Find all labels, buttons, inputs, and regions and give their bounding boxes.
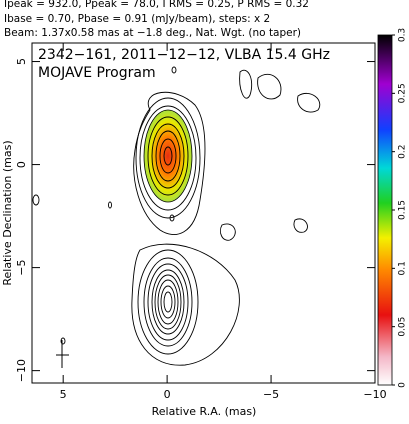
chart-subtitle: MOJAVE Program bbox=[38, 65, 156, 81]
y-tick-label: 0 bbox=[15, 161, 28, 168]
chart-title: 2342−161, 2011−12−12, VLBA 15.4 GHz bbox=[38, 47, 330, 63]
x-tick-label: −10 bbox=[363, 388, 386, 401]
y-tick-label: −5 bbox=[15, 259, 28, 275]
y-tick-label: −10 bbox=[15, 359, 28, 382]
plot-frame bbox=[31, 42, 376, 384]
colorbar bbox=[377, 34, 393, 386]
colorbar-tick-label: 0 bbox=[398, 382, 408, 388]
header-line: Ipeak = 932.0, Ppeak = 78.0, I RMS = 0.2… bbox=[4, 0, 309, 10]
header-line: Ibase = 0.70, Pbase = 0.91 (mJy/beam), s… bbox=[4, 13, 270, 25]
contours bbox=[32, 66, 321, 368]
y-axis-label: Relative Declination (mas) bbox=[1, 140, 14, 285]
x-tick-label: 0 bbox=[164, 388, 171, 401]
colorbar-tick-label: 0.1 bbox=[398, 261, 408, 275]
x-axis-label: Relative R.A. (mas) bbox=[152, 405, 257, 418]
colorbar-tick-label: 0.2 bbox=[398, 145, 408, 159]
colorbar-tick-label: 0.15 bbox=[398, 200, 408, 220]
colorbar-tick-label: 0.05 bbox=[398, 317, 408, 337]
y-tick-label: 5 bbox=[15, 58, 28, 65]
x-tick-label: −5 bbox=[263, 388, 279, 401]
x-tick-label: 5 bbox=[60, 388, 67, 401]
colorbar-tick-label: 0.25 bbox=[398, 83, 408, 103]
colorbar-tick-label: 0.3 bbox=[398, 28, 408, 42]
header-line: Beam: 1.37x0.58 mas at −1.8 deg., Nat. W… bbox=[4, 27, 301, 39]
